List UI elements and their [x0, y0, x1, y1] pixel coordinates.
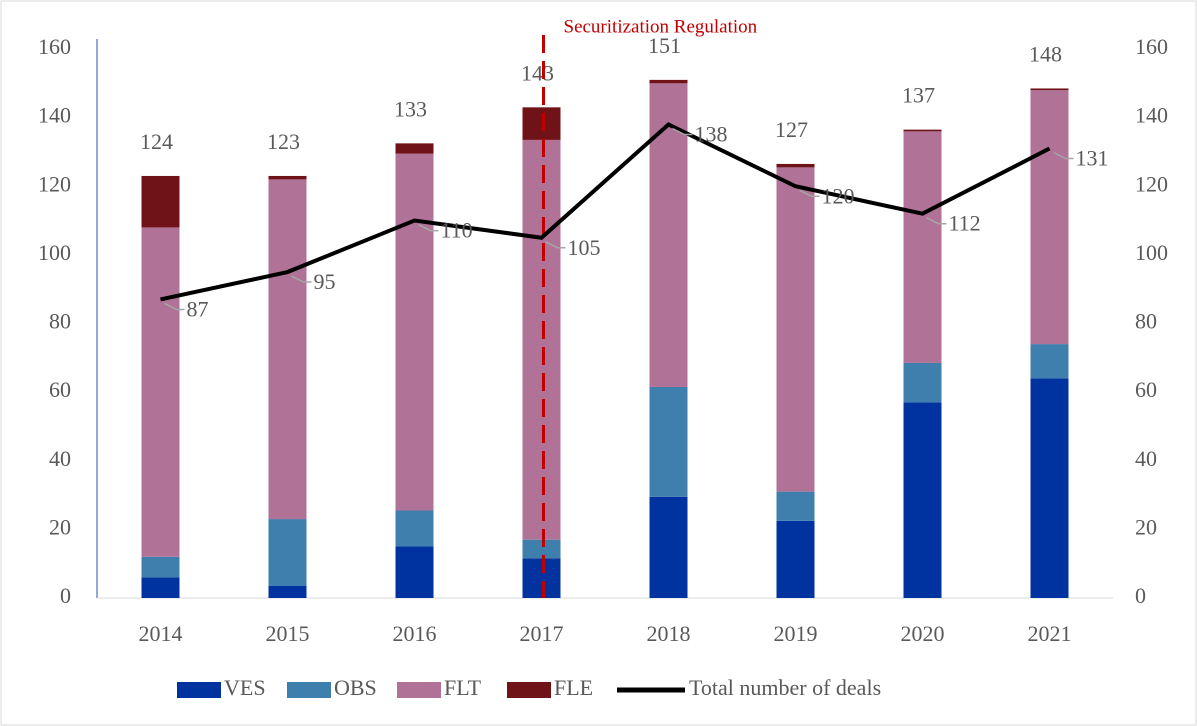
- legend-swatch: [397, 682, 441, 698]
- data-label: 105: [568, 235, 601, 260]
- bar-segment: [649, 79, 688, 84]
- legend-label: FLE: [554, 675, 593, 700]
- bar-segment: [1030, 90, 1069, 345]
- bar-segment: [1030, 378, 1069, 598]
- data-label: 131: [1076, 146, 1109, 171]
- bar-segment: [649, 386, 688, 497]
- label-leader: [799, 189, 820, 197]
- bar-segment: [1030, 344, 1069, 379]
- y-tick-label: 80: [49, 309, 71, 334]
- x-tick-label: 2019: [774, 621, 818, 646]
- bar-segment: [776, 163, 815, 168]
- legend-label: VES: [224, 675, 266, 700]
- label-leader: [1053, 151, 1074, 160]
- bar-segment: [268, 519, 307, 586]
- y-tick-label: 60: [49, 377, 71, 402]
- total-label: 143: [521, 60, 554, 85]
- data-label: 112: [949, 211, 981, 236]
- label-leader: [291, 275, 312, 283]
- y2-tick-label: 160: [1135, 34, 1168, 59]
- data-label: 87: [187, 297, 209, 322]
- y-tick-label: 160: [38, 34, 71, 59]
- bar-segment: [141, 227, 180, 557]
- legend-label: OBS: [334, 675, 377, 700]
- bar-segment: [268, 585, 307, 598]
- legend-swatch: [507, 682, 551, 698]
- y2-tick-label: 20: [1135, 514, 1157, 539]
- x-tick-label: 2018: [647, 621, 691, 646]
- data-label: 110: [441, 218, 473, 243]
- y2-tick-label: 60: [1135, 377, 1157, 402]
- x-tick-label: 2020: [901, 621, 945, 646]
- legend-label: Total number of deals: [689, 675, 881, 700]
- label-leader: [164, 302, 185, 311]
- y2-tick-label: 100: [1135, 240, 1168, 265]
- bar-segment: [1030, 88, 1069, 91]
- label-leader: [926, 217, 947, 225]
- bar-segment: [903, 362, 942, 403]
- bar-segment: [522, 107, 561, 140]
- x-tick-label: 2014: [139, 621, 183, 646]
- bar-segment: [522, 139, 561, 540]
- total-label: 123: [267, 129, 300, 154]
- legend-swatch: [177, 682, 221, 698]
- total-label: 127: [775, 117, 808, 142]
- x-tick-label: 2016: [393, 621, 437, 646]
- bar-segment: [522, 558, 561, 598]
- x-tick-label: 2021: [1028, 621, 1072, 646]
- bar-segment: [649, 496, 688, 598]
- y-tick-label: 20: [49, 514, 71, 539]
- legend-label: FLT: [444, 675, 482, 700]
- y2-tick-label: 80: [1135, 309, 1157, 334]
- bar-segment: [776, 167, 815, 492]
- legend-swatch: [287, 682, 331, 698]
- bar-segment: [141, 556, 180, 578]
- bar-segment: [141, 175, 180, 228]
- annotation-text: Securitization Regulation: [564, 16, 758, 37]
- bar-segment: [903, 402, 942, 598]
- y-tick-label: 0: [60, 583, 71, 608]
- x-tick-label: 2015: [266, 621, 310, 646]
- total-label: 137: [902, 83, 935, 108]
- y-tick-label: 40: [49, 446, 71, 471]
- bar-segment: [776, 520, 815, 598]
- y-tick-label: 140: [38, 103, 71, 128]
- y-tick-label: 120: [38, 171, 71, 196]
- total-label: 151: [648, 33, 681, 58]
- bar-segment: [395, 546, 434, 598]
- y-tick-label: 100: [38, 240, 71, 265]
- bar-segment: [395, 143, 434, 154]
- data-label: 95: [314, 269, 336, 294]
- bar-segment: [522, 539, 561, 559]
- total-label: 133: [394, 96, 427, 121]
- label-leader: [418, 223, 439, 232]
- bar-segment: [903, 131, 942, 363]
- x-tick-label: 2017: [520, 621, 564, 646]
- y2-tick-label: 40: [1135, 446, 1157, 471]
- label-leader: [672, 127, 693, 136]
- total-label: 148: [1029, 42, 1062, 67]
- bar-segment: [268, 175, 307, 180]
- data-label: 120: [822, 183, 855, 208]
- bar-segment: [903, 129, 942, 132]
- data-label: 138: [695, 122, 728, 147]
- total-label: 124: [140, 129, 173, 154]
- bar-segment: [776, 491, 815, 521]
- bar-segment: [395, 153, 434, 511]
- y2-tick-label: 0: [1135, 583, 1146, 608]
- bar-segment: [395, 510, 434, 547]
- bar-segment: [141, 577, 180, 598]
- line-series: [160, 122, 1051, 302]
- label-leader: [545, 241, 566, 249]
- y2-tick-label: 140: [1135, 103, 1168, 128]
- y2-tick-label: 120: [1135, 171, 1168, 196]
- bar-segment: [268, 179, 307, 520]
